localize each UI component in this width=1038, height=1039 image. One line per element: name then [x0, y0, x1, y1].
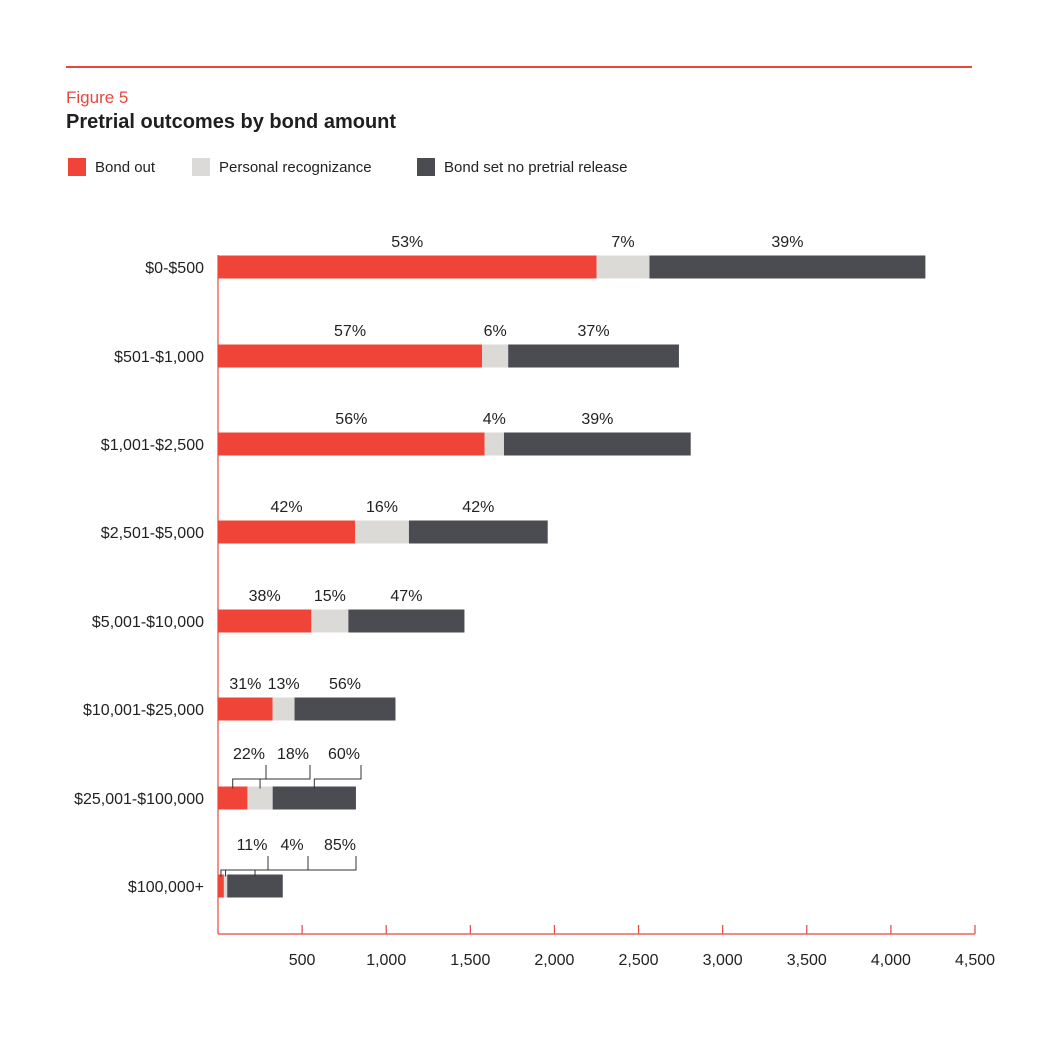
x-tick-label: 2,000 [534, 952, 574, 969]
legend-label-no-release: Bond set no pretrial release [444, 158, 628, 176]
category-label: $0-$500 [145, 260, 204, 277]
bar-personal-recognizance [484, 432, 504, 456]
chart-title: Pretrial outcomes by bond amount [66, 111, 397, 133]
x-tick-label: 1,000 [366, 952, 406, 969]
data-label-bond-out: 53% [391, 234, 423, 251]
legend-item-no-release: Bond set no pretrial release [417, 158, 627, 176]
bar-personal-recognizance [596, 255, 650, 279]
data-label-no-release: 60% [328, 746, 360, 763]
data-label-no-release: 85% [324, 837, 356, 854]
bar-no-release [227, 874, 283, 898]
data-label-bond-out: 31% [229, 676, 261, 693]
leader-line-no-release [254, 856, 357, 877]
bar-personal-recognizance [311, 609, 349, 633]
category-label: $100,000+ [128, 879, 204, 896]
leader-line-personal-recognizance [259, 765, 311, 789]
data-label-personal-recognizance: 15% [314, 588, 346, 605]
category-label: $5,001-$10,000 [92, 614, 204, 631]
bar-no-release [508, 344, 679, 368]
category-label: $2,501-$5,000 [101, 525, 204, 542]
bar-personal-recognizance [223, 874, 228, 898]
bar-no-release [294, 697, 396, 721]
data-label-bond-out: 11% [237, 837, 268, 854]
leader-line-no-release [313, 765, 362, 789]
data-label-bond-out: 22% [233, 746, 265, 763]
legend-item-personal-recognizance: Personal recognizance [192, 158, 372, 176]
category-label: $10,001-$25,000 [83, 702, 204, 719]
data-label-bond-out: 38% [249, 588, 281, 605]
data-label-personal-recognizance: 13% [268, 676, 300, 693]
data-label-no-release: 37% [578, 323, 610, 340]
leader-line-bond-out [220, 856, 269, 877]
legend-label-bond-out: Bond out [95, 158, 156, 176]
bar-no-release [272, 786, 356, 810]
data-label-personal-recognizance: 16% [366, 499, 398, 516]
bar-no-release [408, 520, 548, 544]
data-label-personal-recognizance: 6% [484, 323, 507, 340]
x-tick-label: 500 [289, 952, 316, 969]
data-label-no-release: 42% [462, 499, 494, 516]
bar-bond-out [218, 786, 248, 810]
bar-no-release [503, 432, 691, 456]
data-label-bond-out: 57% [334, 323, 366, 340]
legend-swatch-no-release [417, 158, 435, 176]
legend-item-bond-out: Bond out [68, 158, 155, 176]
data-label-personal-recognizance: 4% [280, 837, 303, 854]
bar-bond-out [218, 255, 597, 279]
data-label-bond-out: 42% [271, 499, 303, 516]
x-tick-label: 3,500 [787, 952, 827, 969]
figure-label: Figure 5 [66, 88, 129, 107]
data-label-personal-recognizance: 18% [277, 746, 309, 763]
bar-bond-out [218, 609, 312, 633]
x-tick-label: 4,000 [871, 952, 911, 969]
data-label-no-release: 39% [771, 234, 803, 251]
category-label: $501-$1,000 [114, 349, 204, 366]
bar-no-release [649, 255, 926, 279]
bar-no-release [348, 609, 465, 633]
data-label-no-release: 47% [390, 588, 422, 605]
legend-label-personal-recognizance: Personal recognizance [219, 158, 372, 176]
top-rule [66, 66, 972, 68]
leader-line-bond-out [232, 765, 267, 789]
data-label-no-release: 39% [581, 411, 613, 428]
bar-personal-recognizance [355, 520, 409, 544]
legend: Bond out Personal recognizance Bond set … [68, 158, 768, 180]
x-tick-label: 2,500 [619, 952, 659, 969]
x-tick-label: 4,500 [955, 952, 995, 969]
data-label-personal-recognizance: 7% [611, 234, 634, 251]
leader-line-personal-recognizance [225, 856, 309, 877]
bar-bond-out [218, 520, 356, 544]
category-label: $25,001-$100,000 [74, 791, 204, 808]
bar-bond-out [218, 344, 483, 368]
bar-personal-recognizance [482, 344, 509, 368]
bar-bond-out [218, 432, 485, 456]
category-label: $1,001-$2,500 [101, 437, 204, 454]
bar-bond-out [218, 874, 224, 898]
x-tick-label: 3,000 [703, 952, 743, 969]
data-label-no-release: 56% [329, 676, 361, 693]
bar-bond-out [218, 697, 273, 721]
data-label-personal-recognizance: 4% [483, 411, 506, 428]
bar-personal-recognizance [272, 697, 295, 721]
bar-personal-recognizance [247, 786, 273, 810]
legend-swatch-bond-out [68, 158, 86, 176]
x-tick-label: 1,500 [450, 952, 490, 969]
data-label-bond-out: 56% [335, 411, 367, 428]
legend-swatch-personal-recognizance [192, 158, 210, 176]
